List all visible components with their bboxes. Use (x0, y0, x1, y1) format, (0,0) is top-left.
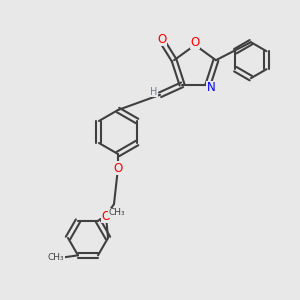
Text: O: O (101, 209, 111, 223)
Text: N: N (207, 81, 215, 94)
Text: H: H (150, 87, 158, 97)
Text: CH₃: CH₃ (48, 253, 64, 262)
Text: O: O (113, 161, 123, 175)
Text: CH₃: CH₃ (109, 208, 125, 217)
Text: O: O (158, 33, 167, 46)
Text: O: O (190, 35, 200, 49)
